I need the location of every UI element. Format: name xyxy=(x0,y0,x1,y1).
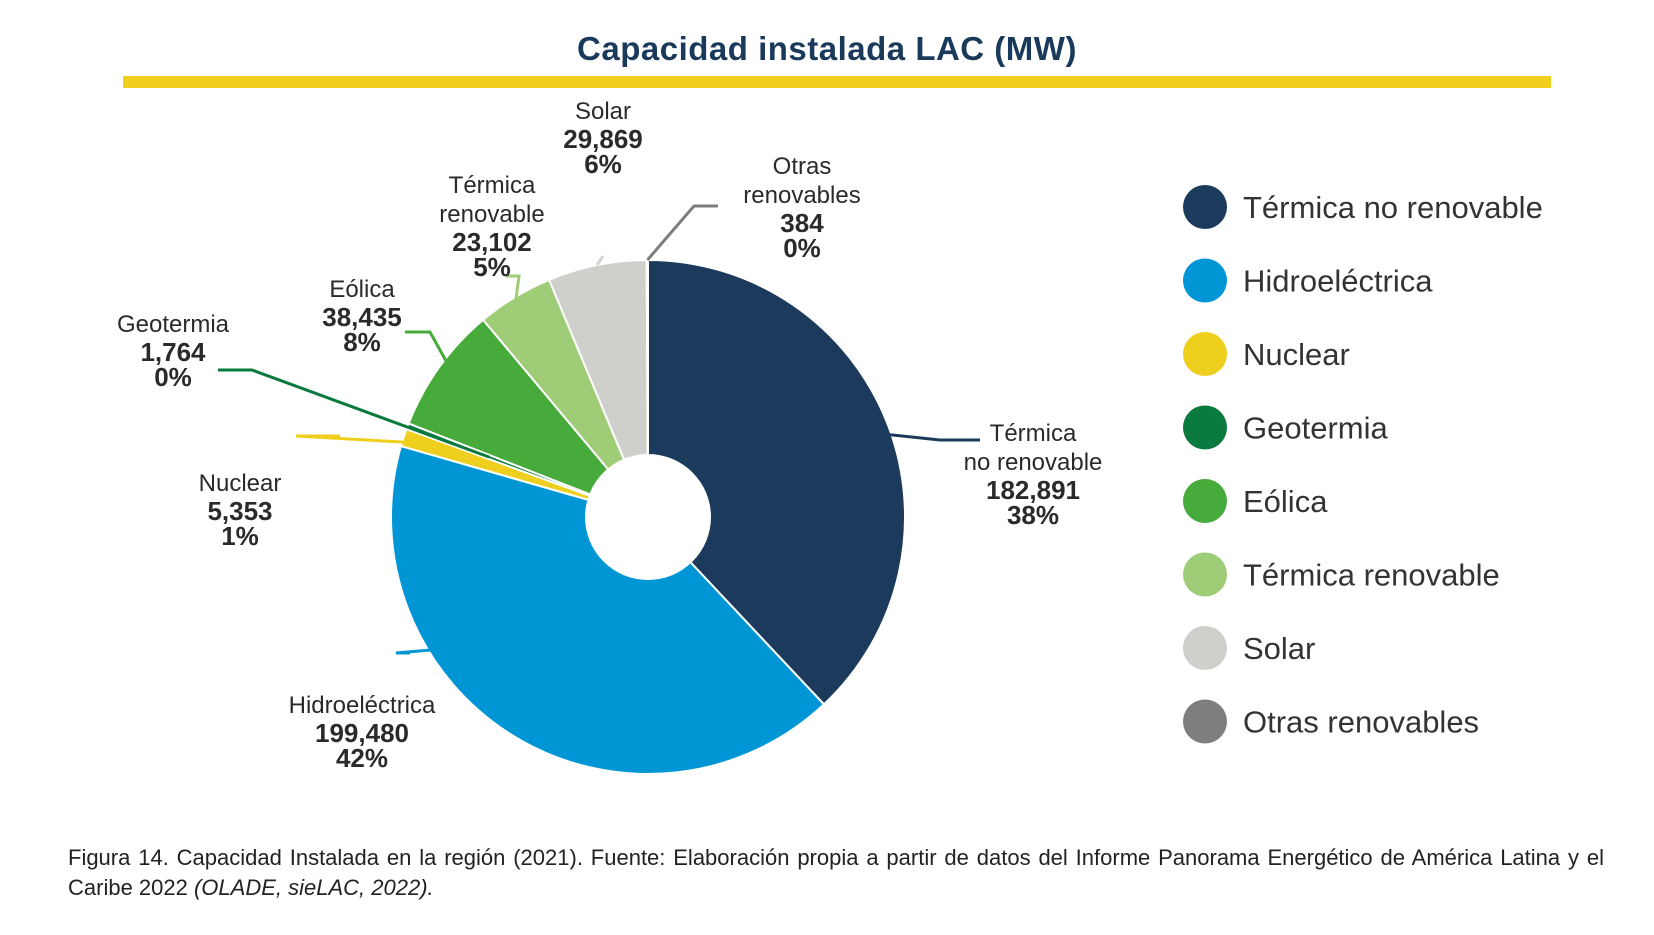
slice-label-value: 199,480 xyxy=(315,718,409,748)
slice-eolica xyxy=(407,318,649,518)
leader-line-solar xyxy=(595,255,605,266)
legend-swatch xyxy=(1183,185,1227,229)
title-rule xyxy=(123,76,1551,88)
slice-label-name: Eólica xyxy=(329,276,395,303)
leader-lines-layer xyxy=(218,204,980,655)
slice-label-name: Térmica xyxy=(449,172,536,199)
slice-label-percent: 38% xyxy=(1007,500,1059,530)
caption-text: Figura 14. Capacidad Instalada en la reg… xyxy=(68,845,1604,900)
slice-label-percent: 0% xyxy=(783,233,821,263)
donut-hole-layer xyxy=(585,454,711,580)
slice-label-name: renovables xyxy=(743,182,860,209)
legend-item-eolica: Eólica xyxy=(1183,479,1328,523)
legend-swatch xyxy=(1183,552,1227,597)
legend-label: Hidroeléctrica xyxy=(1243,264,1433,299)
leader-line-hidroelectrica xyxy=(395,636,575,655)
slice-label-percent: 5% xyxy=(473,252,511,282)
legend-label: Eólica xyxy=(1243,484,1328,519)
leader-line-geotermia xyxy=(218,368,490,459)
slice-label-name: Otras xyxy=(773,153,832,180)
legend-label: Solar xyxy=(1243,631,1315,666)
slice-label-percent: 42% xyxy=(336,743,388,773)
slices-layer xyxy=(390,258,906,775)
legend-swatch xyxy=(1183,479,1227,523)
slice-label-percent: 8% xyxy=(343,327,381,357)
donut-hole xyxy=(585,454,711,580)
leader-line-nuclear xyxy=(295,434,421,445)
slice-label-name: renovable xyxy=(439,201,544,228)
leader-line-eolica xyxy=(405,330,458,380)
legend-swatch xyxy=(1183,332,1227,376)
slice-label-value: 1,764 xyxy=(140,337,206,367)
legend-label: Otras renovables xyxy=(1243,705,1479,740)
legend-swatch xyxy=(1183,405,1227,450)
leader-line-termica-no-renovable xyxy=(862,430,980,442)
legend-swatch xyxy=(1183,258,1227,303)
slice-label-name: no renovable xyxy=(964,449,1103,476)
chart-title: Capacidad instalada LAC (MW) xyxy=(577,30,1077,67)
legend-item-solar: Solar xyxy=(1183,626,1315,670)
leader-line-termica-renovable xyxy=(506,274,521,300)
legend: Térmica no renovable Hidroeléctrica Nuclea… xyxy=(1183,185,1543,744)
figure-caption: Figura 14. Capacidad Instalada en la reg… xyxy=(68,843,1604,903)
legend-swatch xyxy=(1183,699,1227,744)
legend-item-termica-no-renovable: Térmica no renovable xyxy=(1183,185,1543,229)
slice-label-name: Geotermia xyxy=(117,311,230,338)
legend-label: Nuclear xyxy=(1243,337,1350,372)
slice-label-name: Nuclear xyxy=(199,470,282,497)
legend-item-otras-renovables: Otras renovables xyxy=(1183,699,1479,744)
legend-item-hidroelectrica: Hidroeléctrica xyxy=(1183,258,1433,303)
slice-label-value: 29,869 xyxy=(563,124,643,154)
slice-termica-no-renovable xyxy=(647,259,906,706)
slice-label-percent: 1% xyxy=(221,521,259,551)
legend-item-termica-renovable: Térmica renovable xyxy=(1183,552,1500,597)
legend-label: Térmica no renovable xyxy=(1243,190,1543,225)
slice-label-name: Solar xyxy=(575,98,631,125)
slice-label-value: 384 xyxy=(780,208,824,238)
slice-label-percent: 0% xyxy=(154,362,192,392)
slice-label-name: Térmica xyxy=(990,420,1077,447)
slice-hidroelectrica xyxy=(390,445,825,775)
slice-label-value: 23,102 xyxy=(452,227,532,257)
legend-item-nuclear: Nuclear xyxy=(1183,332,1350,376)
legend-item-geotermia: Geotermia xyxy=(1183,405,1388,450)
slice-label-value: 5,353 xyxy=(207,496,272,526)
caption-citation: (OLADE, sieLAC, 2022). xyxy=(193,875,434,900)
leader-line-otras-renovables xyxy=(646,204,718,261)
slice-label-percent: 6% xyxy=(584,149,622,179)
slice-label-value: 38,435 xyxy=(322,302,402,332)
legend-swatch xyxy=(1183,626,1227,670)
legend-label: Geotermia xyxy=(1243,411,1388,446)
slice-label-value: 182,891 xyxy=(986,475,1080,505)
legend-label: Térmica renovable xyxy=(1243,558,1500,593)
slice-label-name: Hidroeléctrica xyxy=(289,692,436,719)
